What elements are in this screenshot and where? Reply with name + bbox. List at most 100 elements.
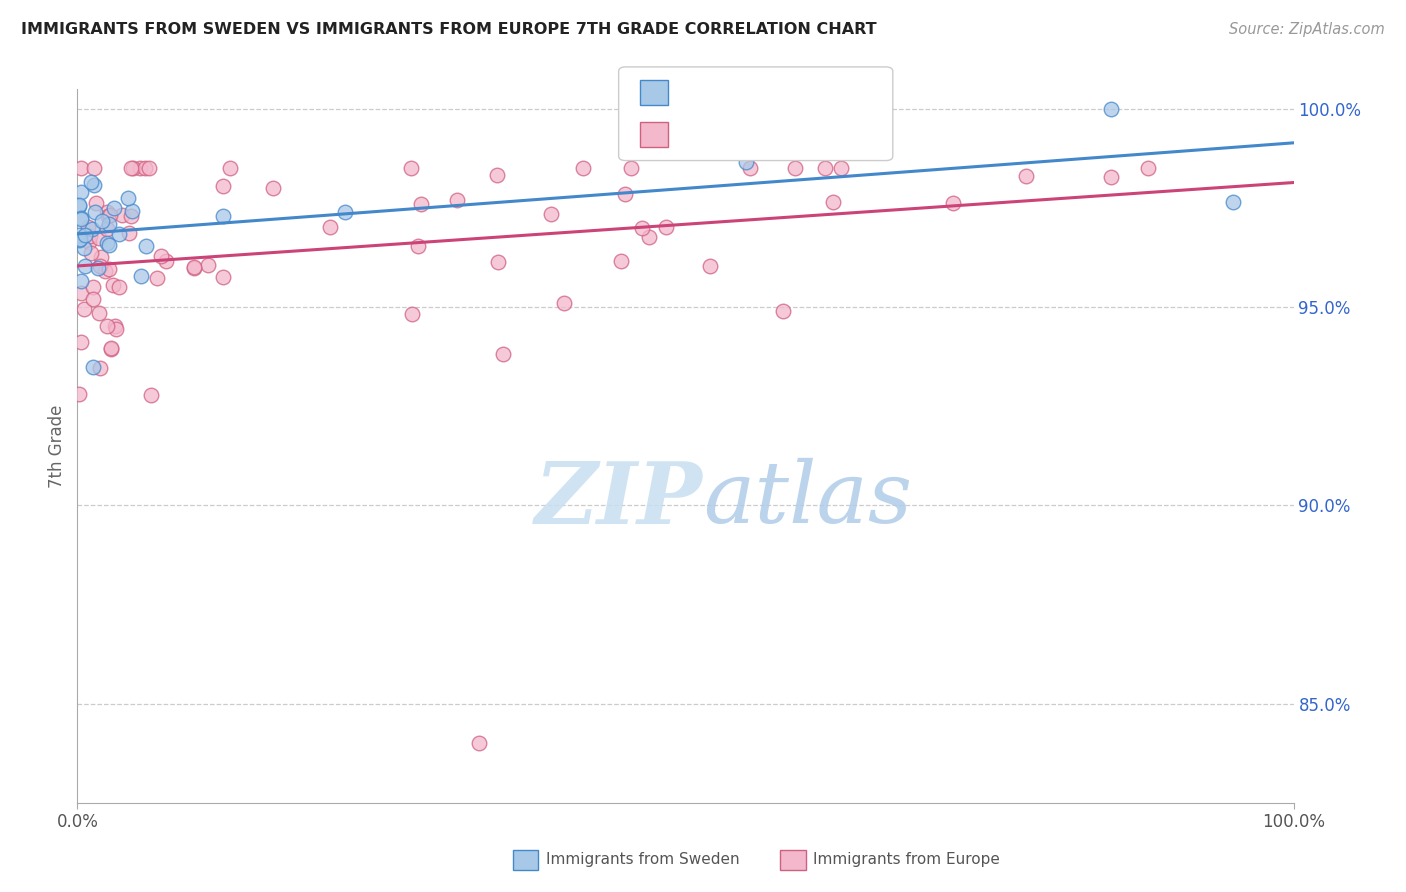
Point [69,231,91,245]
Point [89,306,111,320]
Point [108,227,131,242]
Point [610,253,633,268]
Point [96,222,118,236]
Point [1099,169,1122,184]
Point [67,387,90,401]
Text: atlas: atlas [703,458,912,541]
Point [155,253,177,268]
Point [699,259,721,273]
Point [67,233,90,247]
Point [135,239,157,253]
Point [83,161,105,176]
Point [183,261,205,276]
Point [77,235,100,250]
Point [67,199,90,213]
Point [70,286,93,301]
Point [98,208,121,222]
Text: Source: ZipAtlas.com: Source: ZipAtlas.com [1229,22,1385,37]
Point [84,205,107,219]
Point [70,185,93,199]
Point [82,359,104,374]
Point [117,191,139,205]
Point [219,161,242,176]
Text: N =: N = [763,84,800,102]
Point [105,322,128,336]
Point [1136,161,1159,176]
Point [492,347,515,361]
Point [212,209,235,223]
Point [485,169,508,183]
Point [67,227,90,242]
Text: R =: R = [676,84,713,102]
Point [87,260,110,275]
Point [104,319,127,334]
Text: 33: 33 [792,84,815,102]
Text: 0.314: 0.314 [704,84,756,102]
Point [134,161,156,176]
Point [67,198,90,212]
Point [814,161,837,176]
Point [111,208,134,222]
Point [830,161,852,176]
Point [96,204,118,219]
Text: Immigrants from Sweden: Immigrants from Sweden [546,853,740,867]
Point [84,196,107,211]
Point [942,196,965,211]
Point [738,161,761,176]
Y-axis label: 7th Grade: 7th Grade [48,404,66,488]
Point [572,161,595,176]
Point [446,194,468,208]
Point [80,175,103,189]
Point [129,268,152,283]
Point [486,254,509,268]
Point [79,229,101,244]
Point [540,207,562,221]
Point [118,226,141,240]
Text: IMMIGRANTS FROM SWEDEN VS IMMIGRANTS FROM EUROPE 7TH GRADE CORRELATION CHART: IMMIGRANTS FROM SWEDEN VS IMMIGRANTS FRO… [21,22,877,37]
Point [80,222,103,236]
Point [399,161,422,176]
Point [96,318,118,333]
Point [77,220,100,235]
Point [100,341,122,355]
Point [553,295,575,310]
Point [630,221,652,235]
Point [73,241,96,255]
Point [96,235,118,250]
Point [94,264,117,278]
Point [145,271,167,285]
Point [735,155,758,169]
Point [121,204,143,219]
Point [1222,194,1244,209]
Point [87,231,110,245]
Point [89,259,111,273]
Point [103,277,125,292]
Point [90,250,112,264]
Point [69,274,91,288]
Point [100,342,122,356]
Point [319,219,342,234]
Point [98,237,121,252]
Point [212,269,235,284]
Point [138,161,160,176]
Point [128,161,150,176]
Point [73,259,96,273]
Point [783,161,806,176]
Point [262,180,284,194]
Point [70,211,93,225]
Point [139,387,162,401]
Point [120,161,142,176]
Point [82,293,104,307]
Point [772,304,794,318]
Point [620,161,643,176]
Point [82,280,104,294]
Point [401,307,423,321]
Text: ZIP: ZIP [536,458,703,541]
Point [183,260,205,274]
Point [83,178,105,192]
Point [79,246,101,260]
Point [655,220,678,235]
Point [70,334,93,349]
Point [73,301,96,316]
Point [103,201,125,215]
